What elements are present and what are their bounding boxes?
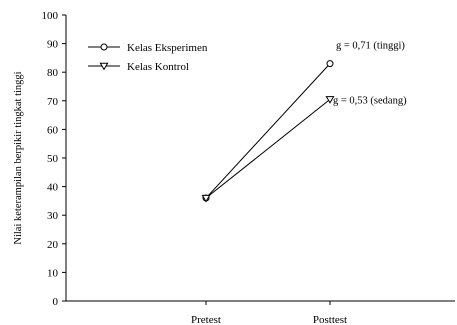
legend-label: Kelas Kontrol bbox=[127, 61, 189, 73]
y-tick-label: 60 bbox=[47, 124, 59, 136]
y-tick-label: 90 bbox=[47, 39, 59, 51]
y-tick-label: 0 bbox=[53, 296, 59, 308]
series-line-2 bbox=[205, 98, 331, 199]
legend: Kelas Eksperimen Kelas Kontrol bbox=[88, 42, 208, 73]
x-tick-label: Pretest bbox=[191, 314, 221, 325]
series-line-1 bbox=[205, 63, 331, 199]
y-tick-label: 10 bbox=[47, 267, 59, 279]
legend-marker bbox=[100, 43, 108, 51]
legend-label: Kelas Eksperimen bbox=[127, 42, 208, 54]
series-2-point bbox=[325, 96, 335, 104]
annotations: g = 0,71 (tinggi) g = 0,53 (sedang) bbox=[333, 41, 407, 107]
y-tick-label: 70 bbox=[47, 96, 59, 108]
annotation-label: g = 0,71 (tinggi) bbox=[336, 41, 405, 52]
legend-marker bbox=[99, 62, 109, 71]
series-1-point bbox=[326, 60, 334, 68]
y-axis-ticks: 0 10 20 30 40 50 60 70 80 90 100 bbox=[42, 10, 66, 308]
x-axis-categories: Pretest Posttest bbox=[191, 301, 347, 325]
series-layer bbox=[201, 60, 335, 203]
y-axis-label: Nilai keterampilan berpikir tingkat ting… bbox=[13, 71, 24, 244]
annotation-label: g = 0,53 (sedang) bbox=[333, 95, 407, 106]
y-tick-label: 100 bbox=[42, 10, 59, 22]
series-2-point bbox=[201, 194, 211, 203]
x-tick-label: Posttest bbox=[313, 314, 347, 325]
y-tick-label: 50 bbox=[47, 153, 59, 165]
y-tick-label: 30 bbox=[47, 210, 59, 222]
y-tick-label: 40 bbox=[47, 182, 59, 194]
y-tick-label: 20 bbox=[47, 239, 59, 251]
y-tick-label: 80 bbox=[47, 67, 59, 79]
